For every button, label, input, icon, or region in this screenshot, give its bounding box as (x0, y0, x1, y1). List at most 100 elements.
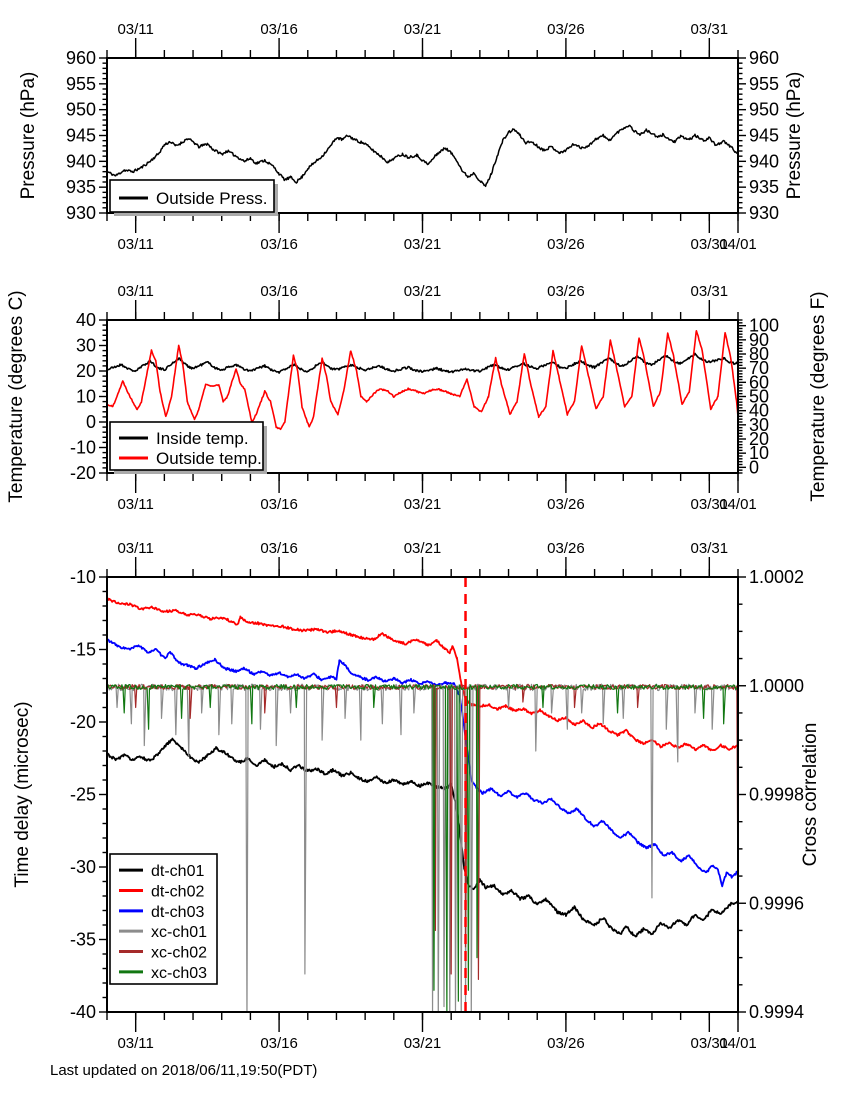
temperature-legend: Inside temp.Outside temp. (109, 421, 267, 474)
right-axis-tick-label: 940 (749, 151, 779, 171)
left-axis-tick-label: 10 (76, 387, 96, 407)
right-axis-tick-label: 0.9994 (749, 1002, 804, 1022)
pressure-panel: 03/11 03/16 03/21 03/26 03/31 03/11 03/16 03/21… (18, 21, 805, 253)
left-axis-tick-label: 955 (66, 74, 96, 94)
top-date-label: 03/16 (260, 283, 298, 300)
right-axis-tick-label: 0.9996 (749, 893, 804, 913)
top-date-label: 03/26 (547, 21, 585, 38)
top-date-label: 03/16 (260, 21, 298, 38)
legend-label: xc-ch03 (151, 965, 207, 982)
right-axis-tick-label: 1.0002 (749, 567, 804, 587)
bottom-date-label: 03/26 (547, 496, 585, 513)
delay-panel: 03/11 03/16 03/21 03/26 03/31 03/11 03/16 03/21… (12, 540, 821, 1052)
series-dt-ch01 (107, 737, 738, 938)
bottom-date-label: 03/11 (117, 236, 153, 253)
right-axis-tick-label: 30 (749, 415, 769, 435)
right-axis-tick-label: 60 (749, 372, 769, 392)
delay-legend: dt-ch01 dt-ch02 dt-ch03 xc-ch01 xc-ch02 xc-ch… (109, 853, 218, 985)
right-axis-tick-label: 955 (749, 74, 779, 94)
right-axis-tick-label: 0.9998 (749, 785, 804, 805)
left-axis-tick-label: 20 (76, 361, 96, 381)
left-axis-tick-label: -20 (70, 712, 96, 732)
top-date-label: 03/21 (404, 283, 442, 300)
right-axis-tick-label: 10 (749, 443, 769, 463)
temperature-series-group (107, 330, 738, 431)
left-axis-tick-label: 930 (66, 203, 96, 223)
right-axis-tick-label: 80 (749, 344, 769, 364)
bottom-date-label: 04/01 (719, 496, 757, 513)
right-axis-tick-label: 70 (749, 358, 769, 378)
top-date-label: 03/16 (260, 540, 298, 557)
series-xc-ch03 (107, 683, 738, 1012)
bottom-date-label: 03/31 (691, 496, 729, 513)
pressure-series-group (107, 124, 738, 188)
series-dt-ch02 (107, 597, 738, 752)
bottom-date-label: 03/21 (404, 496, 442, 513)
delay-left-axis-title: Time delay (microsec) (12, 701, 33, 887)
right-axis-tick-label: 100 (749, 316, 779, 336)
legend-label: Outside temp. (156, 449, 262, 468)
left-axis-tick-label: 960 (66, 48, 96, 68)
right-axis-tick-label: 935 (749, 177, 779, 197)
right-axis-tick-label: 950 (749, 100, 779, 120)
right-axis-tick-label: 945 (749, 126, 779, 146)
pressure-left-axis-title: Pressure (hPa) (18, 72, 39, 200)
right-axis-tick-label: 0 (749, 457, 759, 477)
legend-label: dt-ch01 (151, 863, 204, 880)
legend-label: dt-ch02 (151, 884, 204, 901)
bottom-date-label: 03/26 (547, 1035, 585, 1052)
left-axis-tick-label: -25 (70, 785, 96, 805)
bottom-date-label: 03/21 (404, 236, 442, 253)
left-axis-tick-label: 30 (76, 336, 96, 356)
legend-label: xc-ch02 (151, 945, 207, 962)
pressure-legend: Outside Press. (109, 179, 278, 216)
legend-label: Outside Press. (156, 189, 268, 208)
legend-label: Inside temp. (156, 429, 249, 448)
left-axis-tick-label: -30 (70, 857, 96, 877)
series-Inside temp. (107, 352, 738, 374)
series-Outside temp. (107, 330, 738, 431)
left-axis-tick-label: 950 (66, 100, 96, 120)
temperature-right-axis-title: Temperature (degrees F) (808, 291, 829, 501)
left-axis-tick-label: -35 (70, 930, 96, 950)
bottom-date-label: 04/01 (719, 236, 757, 253)
top-date-label: 03/11 (117, 540, 153, 557)
pressure-right-axis-title: Pressure (hPa) (784, 72, 805, 200)
legend-label: dt-ch03 (151, 904, 204, 921)
right-axis-tick-label: 930 (749, 203, 779, 223)
last-updated-text: Last updated on 2018/06/11,19:50(PDT) (50, 1062, 318, 1079)
left-axis-tick-label: 940 (66, 151, 96, 171)
right-axis-tick-label: 90 (749, 330, 769, 350)
top-date-label: 03/31 (691, 540, 729, 557)
bottom-date-label: 03/31 (691, 236, 729, 253)
bottom-date-label: 03/11 (117, 1035, 153, 1052)
bottom-date-label: 03/26 (547, 236, 585, 253)
delay-axes: 03/11 03/16 03/21 03/26 03/31 03/11 03/16 03/21… (12, 540, 821, 1052)
bottom-date-label: 04/01 (719, 1035, 757, 1052)
delay-series-group (107, 597, 738, 1012)
left-axis-tick-label: 0 (86, 412, 96, 432)
series-dt-ch03 (107, 638, 738, 888)
bottom-date-label: 03/11 (117, 496, 153, 513)
left-axis-tick-label: -15 (70, 640, 96, 660)
bottom-date-label: 03/16 (260, 236, 298, 253)
left-axis-tick-label: -10 (70, 567, 96, 587)
temperature-left-axis-title: Temperature (degrees C) (6, 290, 27, 502)
top-date-label: 03/26 (547, 540, 585, 557)
right-axis-tick-label: 40 (749, 401, 769, 421)
left-axis-tick-label: -40 (70, 1002, 96, 1022)
left-axis-tick-label: -20 (70, 463, 96, 483)
left-axis-tick-label: -10 (70, 438, 96, 458)
right-axis-tick-label: 20 (749, 429, 769, 449)
top-date-label: 03/11 (117, 21, 153, 38)
right-axis-tick-label: 50 (749, 387, 769, 407)
temperature-axes: 03/11 03/16 03/21 03/26 03/31 03/11 03/16 03/21… (6, 283, 829, 513)
legend-label: xc-ch01 (151, 924, 207, 941)
right-axis-tick-label: 1.0000 (749, 676, 804, 696)
right-axis-tick-label: 960 (749, 48, 779, 68)
bottom-date-label: 03/31 (691, 1035, 729, 1052)
temperature-panel: 03/11 03/16 03/21 03/26 03/31 03/11 03/16 03/21… (6, 283, 829, 513)
top-date-label: 03/31 (691, 21, 729, 38)
left-axis-tick-label: 945 (66, 126, 96, 146)
